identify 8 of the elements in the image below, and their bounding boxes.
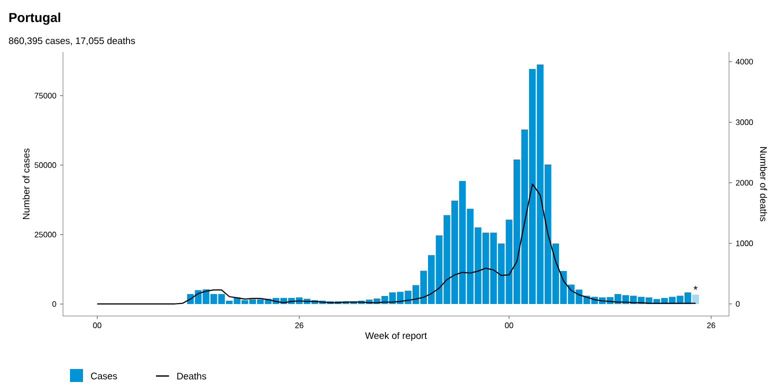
chart-subtitle: 860,395 cases, 17,055 deaths xyxy=(8,37,135,46)
legend-label: Cases xyxy=(91,372,118,380)
y2-axis-title: Number of deaths xyxy=(760,147,768,222)
chart-title: Portugal xyxy=(9,12,60,25)
annotation: * xyxy=(694,286,698,290)
x-axis-title: Week of report xyxy=(365,332,427,341)
y-axis-title: Number of cases xyxy=(22,148,30,219)
legend-label: Deaths xyxy=(177,372,206,380)
